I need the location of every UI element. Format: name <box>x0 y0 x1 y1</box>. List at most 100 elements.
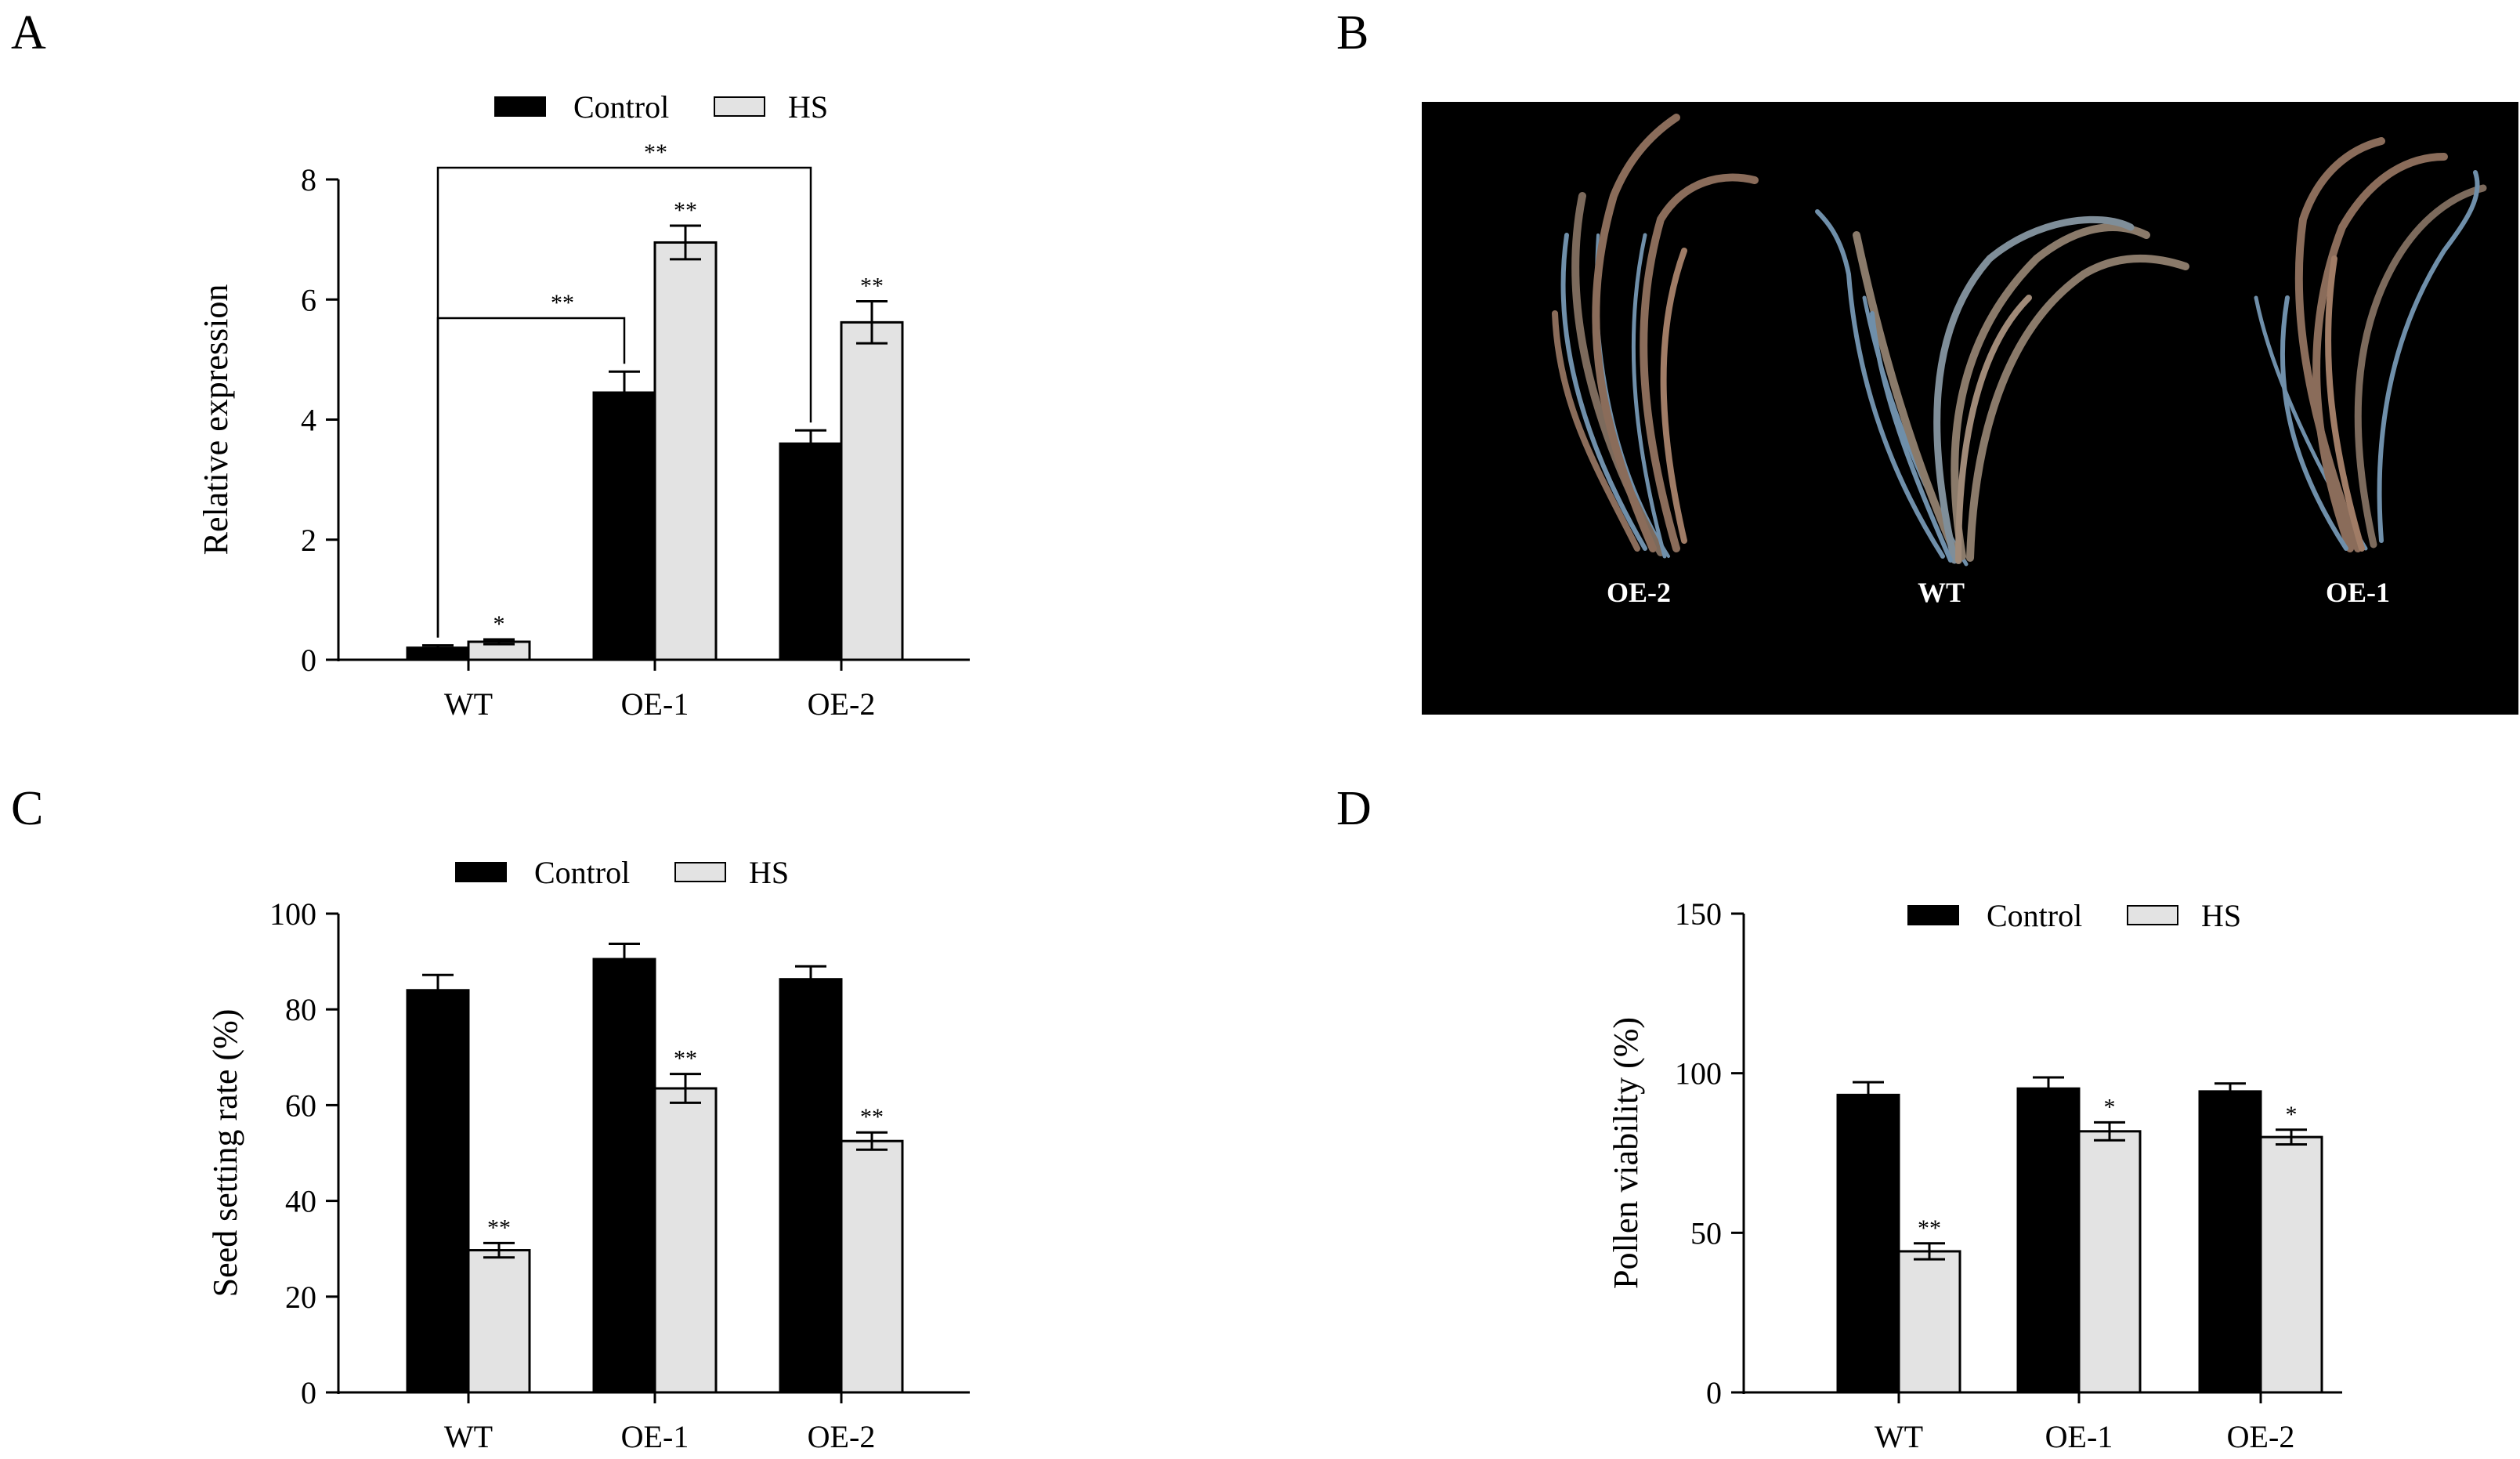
error-bar <box>670 224 701 261</box>
legend-swatch-hs <box>714 96 765 117</box>
photo-label-oe-1: OE-1 <box>2326 577 2390 608</box>
error-bar <box>2276 1128 2307 1146</box>
error-bar <box>609 942 640 975</box>
panel-letter-b: B <box>1336 6 1368 60</box>
significance-label: ** <box>860 273 884 299</box>
photo-label-wt: WT <box>1918 577 1965 608</box>
y-axis-label: Pollen viability (%) <box>1607 1017 1645 1289</box>
error-bar <box>2214 1082 2246 1100</box>
error-bar <box>609 370 640 414</box>
error-bar <box>795 965 826 993</box>
y-tick-label: 80 <box>285 992 316 1027</box>
significance-label: ** <box>860 1104 884 1130</box>
y-tick-label: 150 <box>1675 896 1722 932</box>
error-bar <box>670 1073 701 1104</box>
bar-control-oe-2 <box>779 978 843 1394</box>
legend-swatch-control <box>494 96 546 117</box>
significance-label: ** <box>1918 1215 1941 1241</box>
y-tick-label: 40 <box>285 1184 316 1219</box>
y-tick-label: 8 <box>301 162 316 197</box>
x-tick-label: OE-2 <box>808 686 876 722</box>
legend-label-control: Control <box>1987 898 2082 933</box>
y-tick-label: 50 <box>1690 1215 1722 1251</box>
significance-label: * <box>2104 1094 2116 1120</box>
y-tick-label: 4 <box>301 403 316 438</box>
x-tick-label: OE-2 <box>2227 1419 2295 1454</box>
y-tick-label: 100 <box>1675 1056 1722 1092</box>
y-axis-label: Seed setting rate (%) <box>206 1009 244 1298</box>
chart-panel-d: D 0 50 100 150 Pollen viability (%) WT OE-1 OE-2… <box>1336 782 2342 1454</box>
panel-b: B <box>1336 6 2518 715</box>
panicle-cluster-oe-1 <box>2254 137 2487 552</box>
bar-hs-oe-1 <box>653 1087 718 1394</box>
legend-swatch-hs <box>674 862 726 882</box>
y-tick-label: 0 <box>1706 1375 1722 1410</box>
x-tick-label: WT <box>444 686 493 722</box>
x-tick-label: WT <box>1875 1419 1923 1454</box>
error-bar <box>2094 1120 2125 1142</box>
x-tick-label: OE-1 <box>2045 1419 2113 1454</box>
significance-label: * <box>2286 1102 2298 1128</box>
chart-panel-c: C 0 20 40 60 80 100 Seed setting rate (%) WT OE-1… <box>11 782 970 1454</box>
bar-control-oe-2 <box>2198 1090 2262 1394</box>
bar-control-oe-1 <box>592 958 656 1394</box>
legend-label-hs: HS <box>749 855 789 890</box>
bar-control-oe-1 <box>2016 1087 2081 1394</box>
legend-label-control: Control <box>573 89 669 125</box>
error-bar <box>422 973 454 1006</box>
y-tick-label: 6 <box>301 282 316 317</box>
panicle-cluster-wt <box>1815 209 2189 567</box>
bar-hs-oe-1 <box>653 241 718 661</box>
x-tick-label: WT <box>444 1419 493 1454</box>
y-tick-label: 2 <box>301 523 316 558</box>
y-tick-label: 20 <box>285 1280 316 1315</box>
significance-label: * <box>494 611 505 637</box>
y-tick-label: 0 <box>301 1375 316 1410</box>
bar-control-oe-1 <box>592 391 656 661</box>
panicle-cluster-oe-2 <box>1552 114 1759 559</box>
x-tick-label: OE-1 <box>621 686 689 722</box>
bar-hs-wt <box>467 1249 531 1394</box>
significance-label: ** <box>674 197 697 223</box>
error-bar <box>483 638 515 646</box>
error-bar <box>856 1131 888 1151</box>
bar-control-wt <box>406 989 470 1394</box>
bar-control-wt <box>1836 1093 1900 1394</box>
panel-letter-c: C <box>11 782 43 835</box>
bar-hs-oe-1 <box>2077 1130 2142 1394</box>
legend-label-hs: HS <box>788 89 828 125</box>
bar-hs-oe-2 <box>840 1139 904 1394</box>
bar-hs-wt <box>1897 1250 1961 1394</box>
error-bar <box>1853 1081 1884 1108</box>
significance-label: ** <box>674 1046 697 1072</box>
y-tick-label: 100 <box>269 896 316 932</box>
error-bar <box>795 429 826 458</box>
y-tick-label: 0 <box>301 643 316 678</box>
panicle-photo <box>1422 102 2518 715</box>
bar-control-oe-2 <box>779 442 843 661</box>
y-axis-label: Relative expression <box>197 284 235 556</box>
bracket-label: ** <box>644 139 667 165</box>
significance-label: ** <box>487 1215 511 1240</box>
bar-hs-oe-2 <box>840 320 904 661</box>
error-bar <box>2033 1076 2064 1100</box>
panel-letter-d: D <box>1336 782 1372 835</box>
photo-label-oe-2: OE-2 <box>1607 577 1671 608</box>
legend-label-hs: HS <box>2201 898 2241 933</box>
error-bar <box>422 644 454 650</box>
x-tick-label: OE-2 <box>808 1419 876 1454</box>
legend-swatch-control <box>455 862 507 882</box>
x-tick-label: OE-1 <box>621 1419 689 1454</box>
legend-swatch-control <box>1907 905 1959 925</box>
error-bar <box>483 1241 515 1259</box>
bar-hs-oe-2 <box>2259 1135 2323 1394</box>
error-bar <box>1914 1242 1945 1261</box>
error-bar <box>856 300 888 345</box>
legend-label-control: Control <box>534 855 630 890</box>
y-tick-label: 60 <box>285 1088 316 1123</box>
significance-bracket <box>436 166 812 638</box>
legend-swatch-hs <box>2127 905 2178 925</box>
bracket-label: ** <box>551 290 574 316</box>
